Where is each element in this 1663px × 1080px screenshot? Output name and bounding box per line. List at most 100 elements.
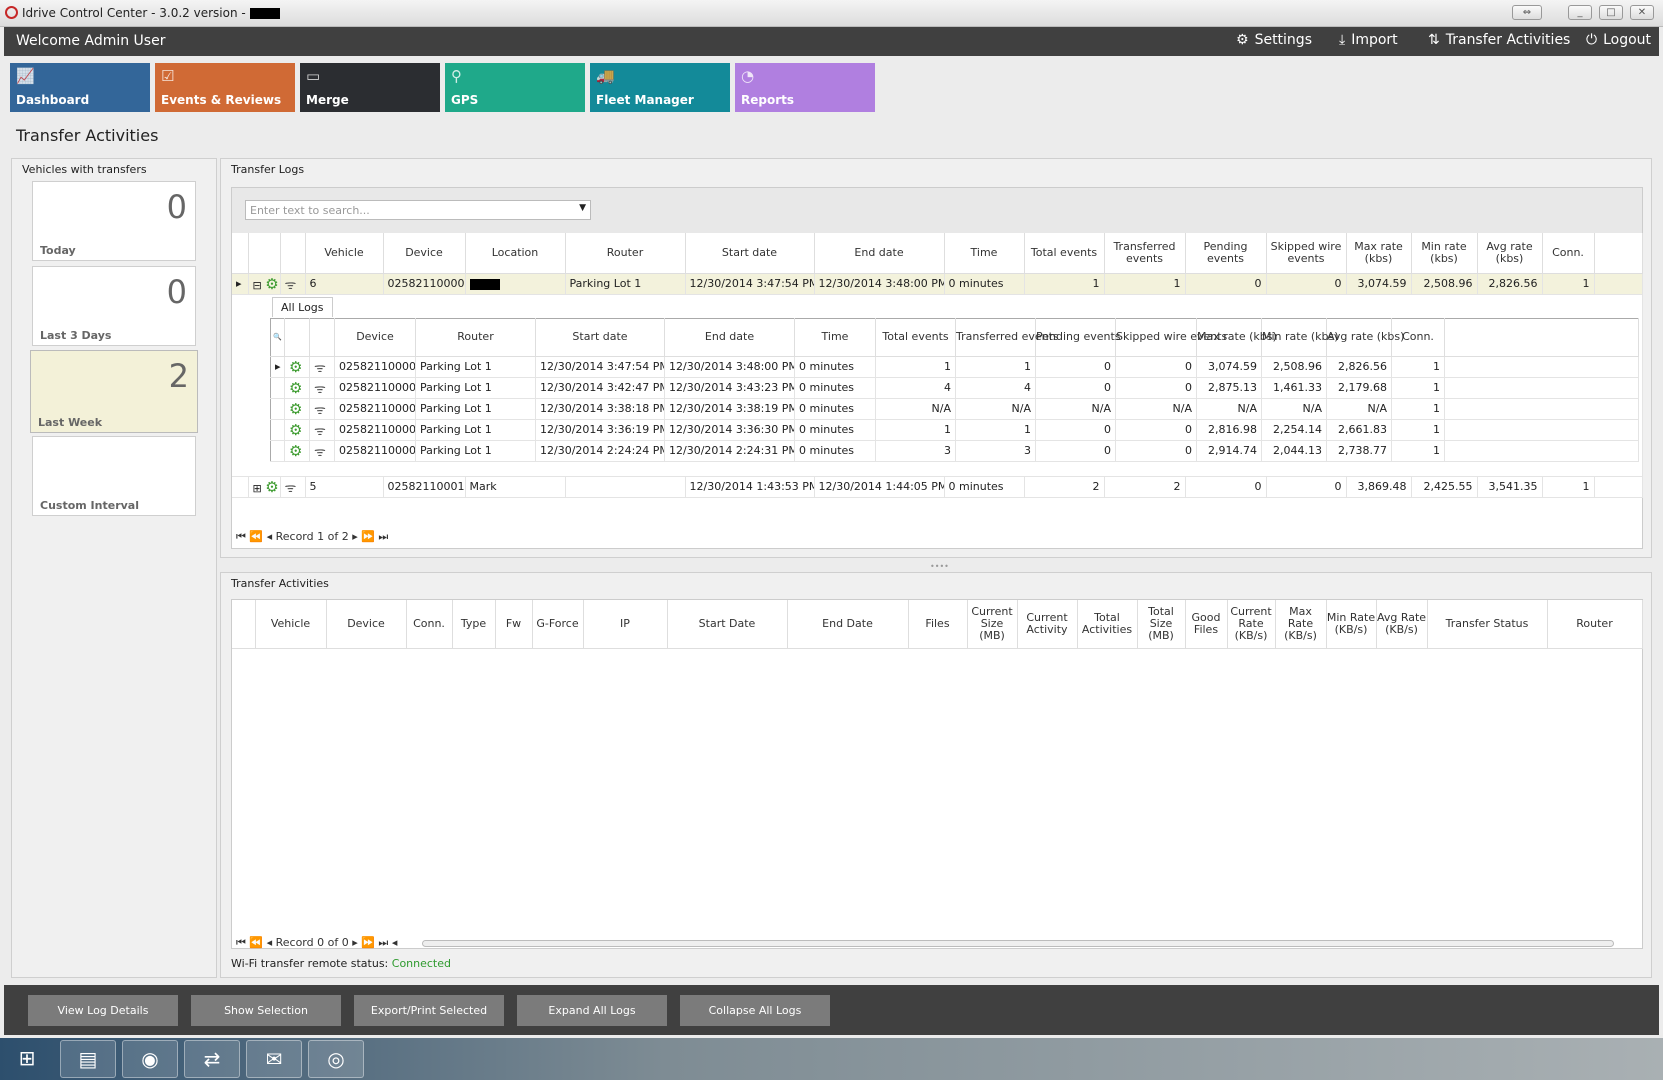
column-header[interactable]: Device: [383, 233, 466, 274]
column-header[interactable]: Type: [452, 600, 496, 649]
record-navigator[interactable]: ⏮ ⏪ ◂ Record 1 of 2 ▸ ⏩ ⏭: [236, 530, 389, 543]
horizontal-scrollbar[interactable]: [422, 940, 1614, 947]
column-header[interactable]: Files: [908, 600, 968, 649]
import-button[interactable]: ⤓ Import: [1339, 32, 1398, 48]
column-header[interactable]: Conn.: [1391, 318, 1445, 357]
column-header[interactable]: Total events: [875, 318, 956, 357]
column-header[interactable]: Min rate (kbs): [1411, 233, 1478, 274]
idrive-icon[interactable]: ◎: [308, 1040, 364, 1078]
tile-reports[interactable]: ◔ Reports: [735, 63, 875, 112]
settings-button[interactable]: ⚙ Settings: [1236, 32, 1312, 48]
expand-icon[interactable]: ⊞: [252, 481, 266, 495]
column-header[interactable]: Max Rate (KB/s): [1275, 600, 1327, 649]
tile-gps[interactable]: ⚲ GPS: [445, 63, 585, 112]
column-header[interactable]: Start Date: [667, 600, 788, 649]
column-header[interactable]: Avg rate (kbs): [1326, 318, 1404, 357]
column-header[interactable]: Router: [1547, 600, 1643, 649]
column-header[interactable]: Time: [944, 233, 1025, 274]
column-header[interactable]: Avg Rate (KB/s): [1376, 600, 1428, 649]
teamviewer-icon[interactable]: ⇄: [184, 1040, 240, 1078]
table-row[interactable]: ▸ ⊟ ⚙ ᯤ 6 025821100006 Parking Lot 1 12/30/201…: [232, 273, 1643, 295]
column-header[interactable]: G-Force: [532, 600, 584, 649]
firefox-icon[interactable]: ◉: [122, 1040, 178, 1078]
tile-fleet-manager[interactable]: 🚚 Fleet Manager: [590, 63, 730, 112]
file-explorer-icon[interactable]: ▤: [60, 1040, 116, 1078]
logout-button[interactable]: ⏻ Logout: [1586, 32, 1651, 48]
expand-cell[interactable]: ⊞ ⚙: [248, 476, 281, 498]
card-last-week[interactable]: 2 Last Week: [30, 350, 198, 433]
column-header[interactable]: Transferred events: [1104, 233, 1186, 274]
activities-grid: Vehicle Device Conn. Type Fw G-Force IP Start D…: [231, 599, 1643, 949]
column-header[interactable]: Max rate (kbs): [1346, 233, 1412, 274]
column-header[interactable]: Current Rate (KB/s): [1227, 600, 1276, 649]
transfer-activities-button[interactable]: ⇅ Transfer Activities: [1428, 32, 1570, 48]
column-header[interactable]: Max rate (kbs): [1196, 318, 1277, 357]
table-row[interactable]: ⊞ ⚙ ᯤ 5 025821100014 Mark 12/30/2014 1:43:53 …: [232, 476, 1643, 498]
windows-start-icon[interactable]: ⊞: [18, 1046, 36, 1070]
column-header[interactable]: Current Activity: [1017, 600, 1078, 649]
column-header[interactable]: Device: [326, 600, 407, 649]
column-header[interactable]: Total Activities: [1077, 600, 1138, 649]
column-header[interactable]: IP: [583, 600, 668, 649]
tile-events-reviews[interactable]: ☑ Events & Reviews: [155, 63, 295, 112]
column-header[interactable]: Min rate (kbs): [1261, 318, 1339, 357]
table-row[interactable]: ⚙ ᯤ 025821100006 Parking Lot 1 12/30/2014 2:…: [270, 440, 1639, 462]
card-custom-interval[interactable]: Custom Interval: [32, 436, 196, 516]
column-header[interactable]: Transferred events: [955, 318, 1059, 357]
column-header[interactable]: Vehicle: [305, 233, 384, 274]
row-indicator: [270, 398, 285, 420]
column-header[interactable]: Router: [415, 318, 536, 357]
column-header[interactable]: Time: [794, 318, 876, 357]
table-row[interactable]: ▸ ⚙ ᯤ 025821100006 Parking Lot 1 12/30/2014 3…: [270, 356, 1639, 378]
column-header[interactable]: Device: [334, 318, 416, 357]
minimize-button[interactable]: _: [1568, 5, 1592, 20]
column-header[interactable]: Current Size (MB): [967, 600, 1018, 649]
chevron-down-icon[interactable]: ▼: [579, 203, 586, 213]
column-header[interactable]: Pending events: [1035, 318, 1121, 357]
splitter-handle[interactable]: ••••: [930, 562, 949, 571]
expand-cell[interactable]: ⊟ ⚙: [248, 273, 281, 295]
column-header[interactable]: End date: [664, 318, 795, 357]
tab-all-logs[interactable]: All Logs: [272, 296, 333, 317]
table-row[interactable]: ⚙ ᯤ 025821100006 Parking Lot 1 12/30/2014 3:…: [270, 419, 1639, 441]
show-selection-button[interactable]: Show Selection: [191, 995, 341, 1026]
close-button[interactable]: ✕: [1630, 5, 1654, 20]
column-header[interactable]: Pending events: [1185, 233, 1267, 274]
column-header[interactable]: Conn.: [406, 600, 453, 649]
collapse-icon[interactable]: ⊟: [252, 278, 266, 292]
column-header[interactable]: End date: [814, 233, 945, 274]
column-header[interactable]: [232, 600, 256, 649]
table-row[interactable]: ⚙ ᯤ 025821100006 Parking Lot 1 12/30/2014 3:…: [270, 398, 1639, 420]
card-today[interactable]: 0 Today: [32, 181, 196, 261]
maximize-button[interactable]: □: [1599, 5, 1623, 20]
mail-icon[interactable]: ✉: [246, 1040, 302, 1078]
column-header[interactable]: Location: [465, 233, 566, 274]
expand-all-logs-button[interactable]: Expand All Logs: [517, 995, 667, 1026]
collapse-all-logs-button[interactable]: Collapse All Logs: [680, 995, 830, 1026]
record-navigator[interactable]: ⏮ ⏪ ◂ Record 0 of 0 ▸ ⏩ ⏭ ◂: [236, 936, 398, 949]
column-header[interactable]: Good Files: [1185, 600, 1228, 649]
column-header[interactable]: Vehicle: [255, 600, 327, 649]
export-print-selected-button[interactable]: Export/Print Selected: [354, 995, 504, 1026]
table-row[interactable]: ⚙ ᯤ 025821100006 Parking Lot 1 12/30/2014 3:…: [270, 377, 1639, 399]
view-log-details-button[interactable]: View Log Details: [28, 995, 178, 1026]
resize-toggle-button[interactable]: ⇔: [1512, 5, 1542, 20]
column-header[interactable]: Start date: [535, 318, 665, 357]
tile-dashboard[interactable]: 📈 Dashboard: [10, 63, 150, 112]
column-header[interactable]: Start date: [685, 233, 815, 274]
column-header[interactable]: Skipped wire events: [1266, 233, 1347, 274]
card-last-3-days[interactable]: 0 Last 3 Days: [32, 266, 196, 346]
column-header[interactable]: Skipped wire events: [1115, 318, 1227, 357]
tile-merge[interactable]: ▭ Merge: [300, 63, 440, 112]
column-header[interactable]: Transfer Status: [1427, 600, 1548, 649]
column-header[interactable]: End Date: [787, 600, 909, 649]
column-header[interactable]: Total events: [1024, 233, 1105, 274]
search-input[interactable]: Enter text to search... ▼: [245, 200, 591, 220]
column-header[interactable]: Fw: [495, 600, 533, 649]
column-header[interactable]: Total Size (MB): [1137, 600, 1186, 649]
column-header[interactable]: Avg rate (kbs): [1477, 233, 1543, 274]
column-header[interactable]: Conn.: [1542, 233, 1595, 274]
column-header[interactable]: Min Rate (KB/s): [1326, 600, 1377, 649]
search-icon[interactable]: 🔍: [273, 333, 282, 341]
column-header[interactable]: Router: [565, 233, 686, 274]
